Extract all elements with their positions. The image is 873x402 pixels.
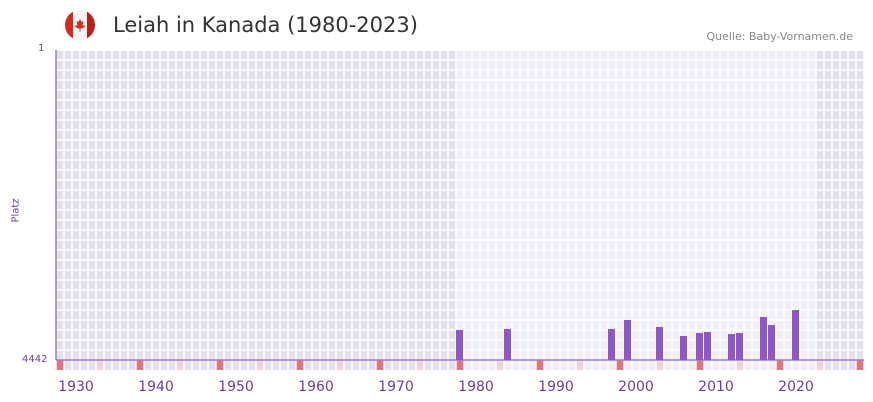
year-marker [256,360,264,370]
source-link[interactable]: Quelle: Baby-Vornamen.de [706,30,853,43]
x-tick-label: 1940 [138,379,174,395]
year-marker [736,360,744,370]
year-marker [696,360,704,370]
bar-1999 [624,320,631,360]
year-marker [616,360,624,370]
year-marker [176,360,184,370]
bar-1997 [608,328,615,360]
x-tick-label: 2010 [698,379,734,395]
year-marker [536,360,544,370]
year-marker [216,360,224,370]
x-tick-label: 2020 [778,379,814,395]
x-tick-label: 1960 [298,379,334,395]
bar-2017 [768,325,775,360]
year-marker [656,360,664,370]
x-tick-label: 1950 [218,379,254,395]
page-title: Leiah in Kanada (1980-2023) [113,13,418,37]
year-marker [496,360,504,370]
bar-2009 [704,332,711,360]
year-marker [96,360,104,370]
x-tick-label: 1930 [58,379,94,395]
year-marker [856,360,864,370]
year-marker [376,360,384,370]
bar-2012 [728,334,735,360]
year-marker [816,360,824,370]
canada-flag-icon [65,10,95,40]
bar-2013 [736,332,743,360]
y-tick-bottom: 4442 [22,354,48,365]
x-tick-label: 1990 [538,379,574,395]
year-marker [776,360,784,370]
bar-1978 [456,329,463,360]
bar-2006 [680,335,687,360]
year-marker [56,360,64,370]
bar-1984 [504,328,511,360]
year-marker [336,360,344,370]
bar-2020 [792,310,799,360]
y-tick-top: 1 [38,43,45,54]
year-marker [576,360,584,370]
x-tick-label: 2000 [618,379,654,395]
year-marker [136,360,144,370]
x-tick-label: 1970 [378,379,414,395]
year-marker [416,360,424,370]
bar-2008 [696,332,703,360]
bar-2016 [760,317,767,360]
x-tick-label: 1980 [458,379,494,395]
year-marker [456,360,464,370]
bar-2003 [656,326,663,360]
year-marker [296,360,304,370]
